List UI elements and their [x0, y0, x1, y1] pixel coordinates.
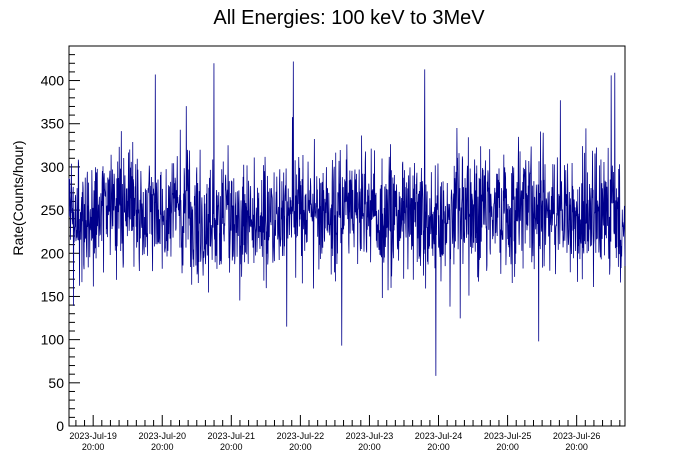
x-tick-date-label: 2023-Jul-25 — [484, 431, 532, 441]
x-tick-date-label: 2023-Jul-21 — [208, 431, 256, 441]
x-axis: 2023-Jul-1920:002023-Jul-2020:002023-Jul… — [69, 415, 621, 452]
series-line — [68, 61, 626, 376]
y-axis: 0 50 100 150 200 250 300 350 400 — [41, 45, 80, 434]
x-tick-time-label: 20:00 — [151, 442, 174, 452]
x-tick-date-label: 2023-Jul-20 — [138, 431, 186, 441]
x-tick-date-label: 2023-Jul-26 — [553, 431, 601, 441]
y-tick-label: 50 — [48, 375, 64, 391]
x-tick-time-label: 20:00 — [82, 442, 105, 452]
y-tick-label: 200 — [41, 245, 65, 261]
x-tick-date-label: 2023-Jul-24 — [415, 431, 463, 441]
y-tick-label: 250 — [41, 202, 65, 218]
x-tick-date-label: 2023-Jul-19 — [69, 431, 117, 441]
x-tick-time-label: 20:00 — [496, 442, 519, 452]
x-tick-time-label: 20:00 — [289, 442, 312, 452]
x-tick-time-label: 20:00 — [565, 442, 588, 452]
x-tick-time-label: 20:00 — [220, 442, 243, 452]
y-tick-label: 100 — [41, 332, 65, 348]
y-axis-label: Rate(Counts/hour) — [10, 140, 26, 255]
x-tick-time-label: 20:00 — [427, 442, 450, 452]
y-tick-label: 300 — [41, 159, 65, 175]
y-tick-label: 400 — [41, 73, 65, 89]
y-tick-label: 350 — [41, 116, 65, 132]
y-tick-label: 0 — [56, 418, 64, 434]
x-tick-date-label: 2023-Jul-22 — [277, 431, 325, 441]
y-tick-label: 150 — [41, 288, 65, 304]
x-tick-date-label: 2023-Jul-23 — [346, 431, 394, 441]
chart-title: All Energies: 100 keV to 3MeV — [213, 7, 485, 29]
x-tick-time-label: 20:00 — [358, 442, 381, 452]
